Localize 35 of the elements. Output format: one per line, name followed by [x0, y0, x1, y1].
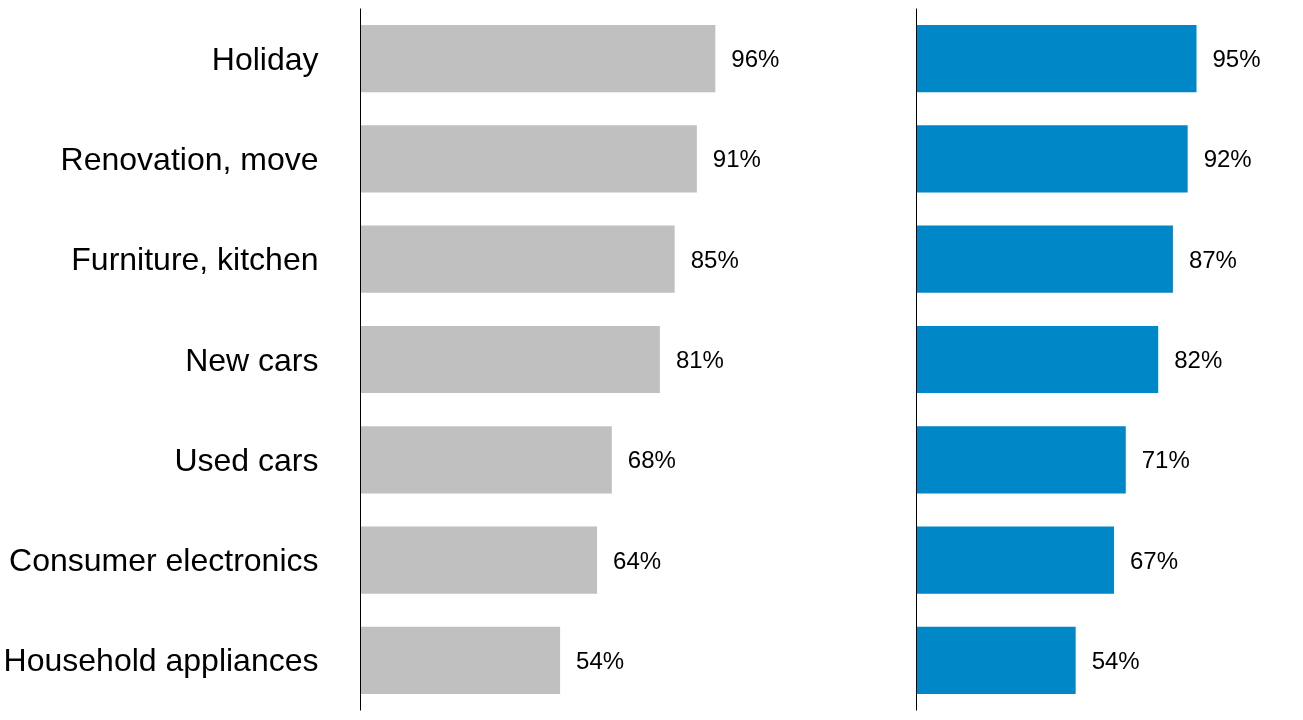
bar [360, 225, 675, 293]
data-label: 96% [731, 45, 780, 73]
data-label: 68% [627, 446, 676, 474]
data-label: 87% [1188, 245, 1237, 273]
y-tick-label: Household appliances [3, 642, 319, 679]
data-label: 54% [1091, 646, 1140, 674]
data-label: 67% [1129, 546, 1179, 574]
bar [916, 626, 1076, 694]
data-label: 91% [712, 145, 761, 173]
data-label: 85% [690, 245, 739, 273]
data-label: 64% [613, 546, 662, 574]
y-tick-label: Used cars [174, 441, 319, 478]
bar [916, 325, 1159, 394]
bar [360, 426, 612, 494]
data-label: 71% [1141, 446, 1190, 474]
bar [916, 426, 1126, 494]
y-tick-label: Furniture, kitchen [71, 241, 319, 278]
bar [360, 526, 598, 594]
data-label: 54% [576, 646, 625, 674]
bar [360, 125, 697, 193]
y-tick-label: Renovation, move [60, 140, 319, 177]
bar [916, 225, 1173, 293]
data-label: 82% [1174, 346, 1223, 373]
bar [916, 526, 1114, 594]
data-label: 95% [1212, 45, 1261, 73]
data-label: 92% [1203, 145, 1252, 173]
bar [360, 25, 716, 93]
y-tick-label: Consumer electronics [9, 542, 319, 579]
bar [360, 626, 561, 694]
bar [916, 25, 1197, 93]
data-label: 81% [675, 346, 724, 373]
y-tick-label: New cars [185, 341, 319, 378]
y-tick-label: Holiday [211, 40, 319, 77]
bar [360, 325, 660, 394]
bar [916, 125, 1188, 193]
